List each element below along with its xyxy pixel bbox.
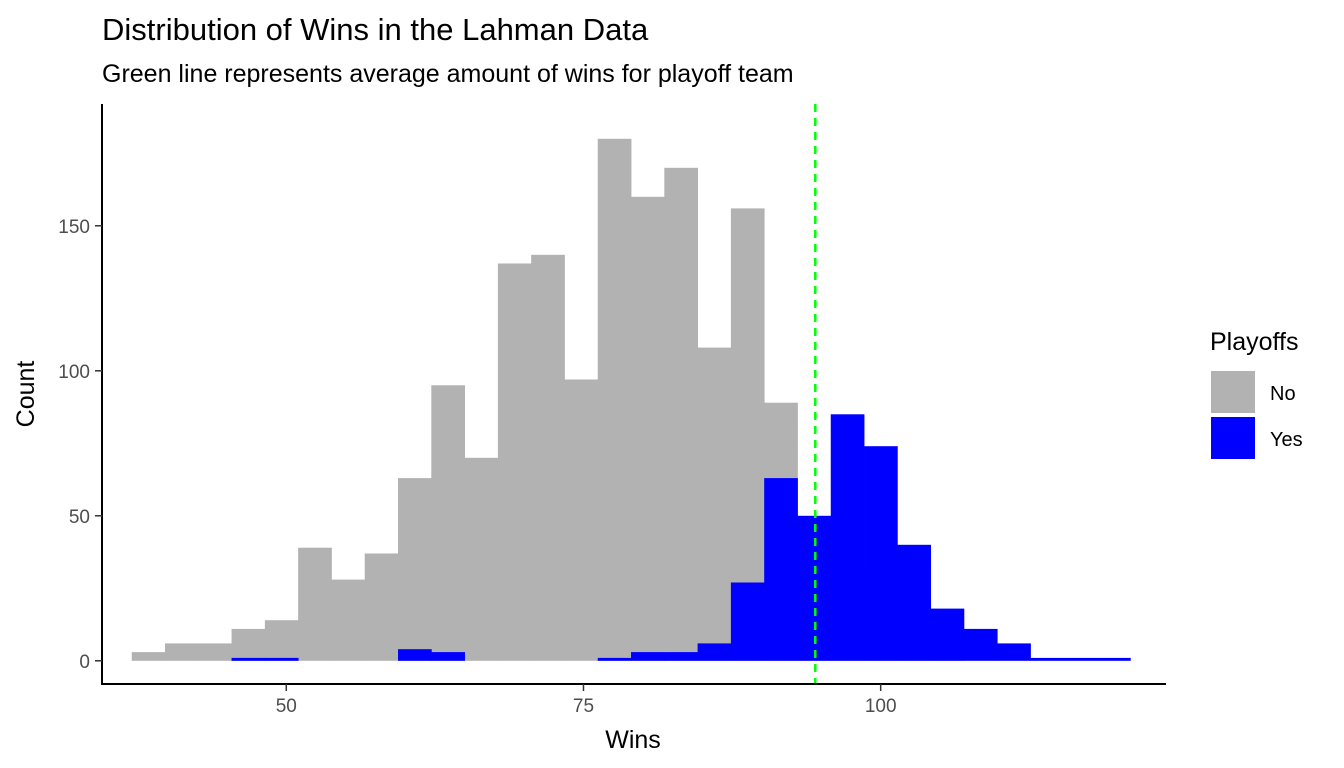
x-tick-label: 75 <box>573 696 594 717</box>
bar-no-2 <box>198 643 232 661</box>
chart-subtitle: Green line represents average amount of … <box>102 60 794 88</box>
bar-no-15 <box>631 196 665 661</box>
bar-yes-19 <box>764 478 798 661</box>
bar-yes-8 <box>398 649 432 661</box>
bar-yes-17 <box>697 643 732 661</box>
bar-no-11 <box>497 263 532 661</box>
legend-title: Playoffs <box>1210 328 1298 356</box>
y-tick-label: 50 <box>69 507 90 528</box>
chart-title: Distribution of Wins in the Lahman Data <box>102 12 649 47</box>
legend-label-no: No <box>1270 383 1296 405</box>
x-tick-label: 100 <box>865 696 897 717</box>
bar-yes-18 <box>730 582 765 661</box>
bar-no-0 <box>131 652 166 661</box>
bar-yes-23 <box>897 544 932 661</box>
y-tick-label: 150 <box>58 217 90 238</box>
x-tick-label: 50 <box>276 696 297 717</box>
y-axis-ticks: 0 50 100 150 <box>58 217 102 673</box>
bar-no-14 <box>597 138 632 661</box>
bar-no-10 <box>464 457 499 661</box>
bar-yes-16 <box>664 652 699 661</box>
bar-no-13 <box>564 379 599 661</box>
bar-yes-26 <box>997 643 1031 661</box>
y-tick-label: 100 <box>58 362 90 383</box>
legend-label-yes: Yes <box>1270 429 1303 451</box>
histogram-bars <box>131 138 1131 661</box>
bar-no-12 <box>531 254 565 661</box>
bar-yes-22 <box>864 446 898 661</box>
y-tick-label: 0 <box>79 652 90 673</box>
bar-yes-9 <box>431 652 465 661</box>
legend: Playoffs No Yes <box>1210 328 1303 459</box>
bar-no-1 <box>165 643 199 661</box>
bar-no-6 <box>331 579 366 661</box>
bar-no-7 <box>364 553 399 661</box>
bar-yes-24 <box>930 608 965 661</box>
bar-no-4 <box>264 620 299 661</box>
bar-no-3 <box>231 628 266 661</box>
bar-yes-29 <box>1097 657 1131 661</box>
legend-swatch-yes <box>1211 417 1255 459</box>
bar-yes-21 <box>830 414 865 661</box>
bar-no-5 <box>298 547 332 661</box>
bar-yes-15 <box>631 652 665 661</box>
bar-yes-27 <box>1030 657 1065 661</box>
bar-no-9 <box>431 385 465 661</box>
bar-no-8 <box>398 478 432 661</box>
y-axis-title: Count <box>12 361 40 428</box>
bar-yes-4 <box>264 657 299 661</box>
x-axis-ticks: 50 75 100 <box>276 684 897 717</box>
x-axis-title: Wins <box>605 726 661 754</box>
bar-yes-28 <box>1063 657 1098 661</box>
bar-yes-3 <box>231 657 266 661</box>
bar-no-17 <box>697 347 732 661</box>
bar-yes-25 <box>963 628 998 661</box>
bar-no-16 <box>664 167 699 661</box>
bar-yes-14 <box>597 657 632 661</box>
legend-swatch-no <box>1211 371 1255 413</box>
